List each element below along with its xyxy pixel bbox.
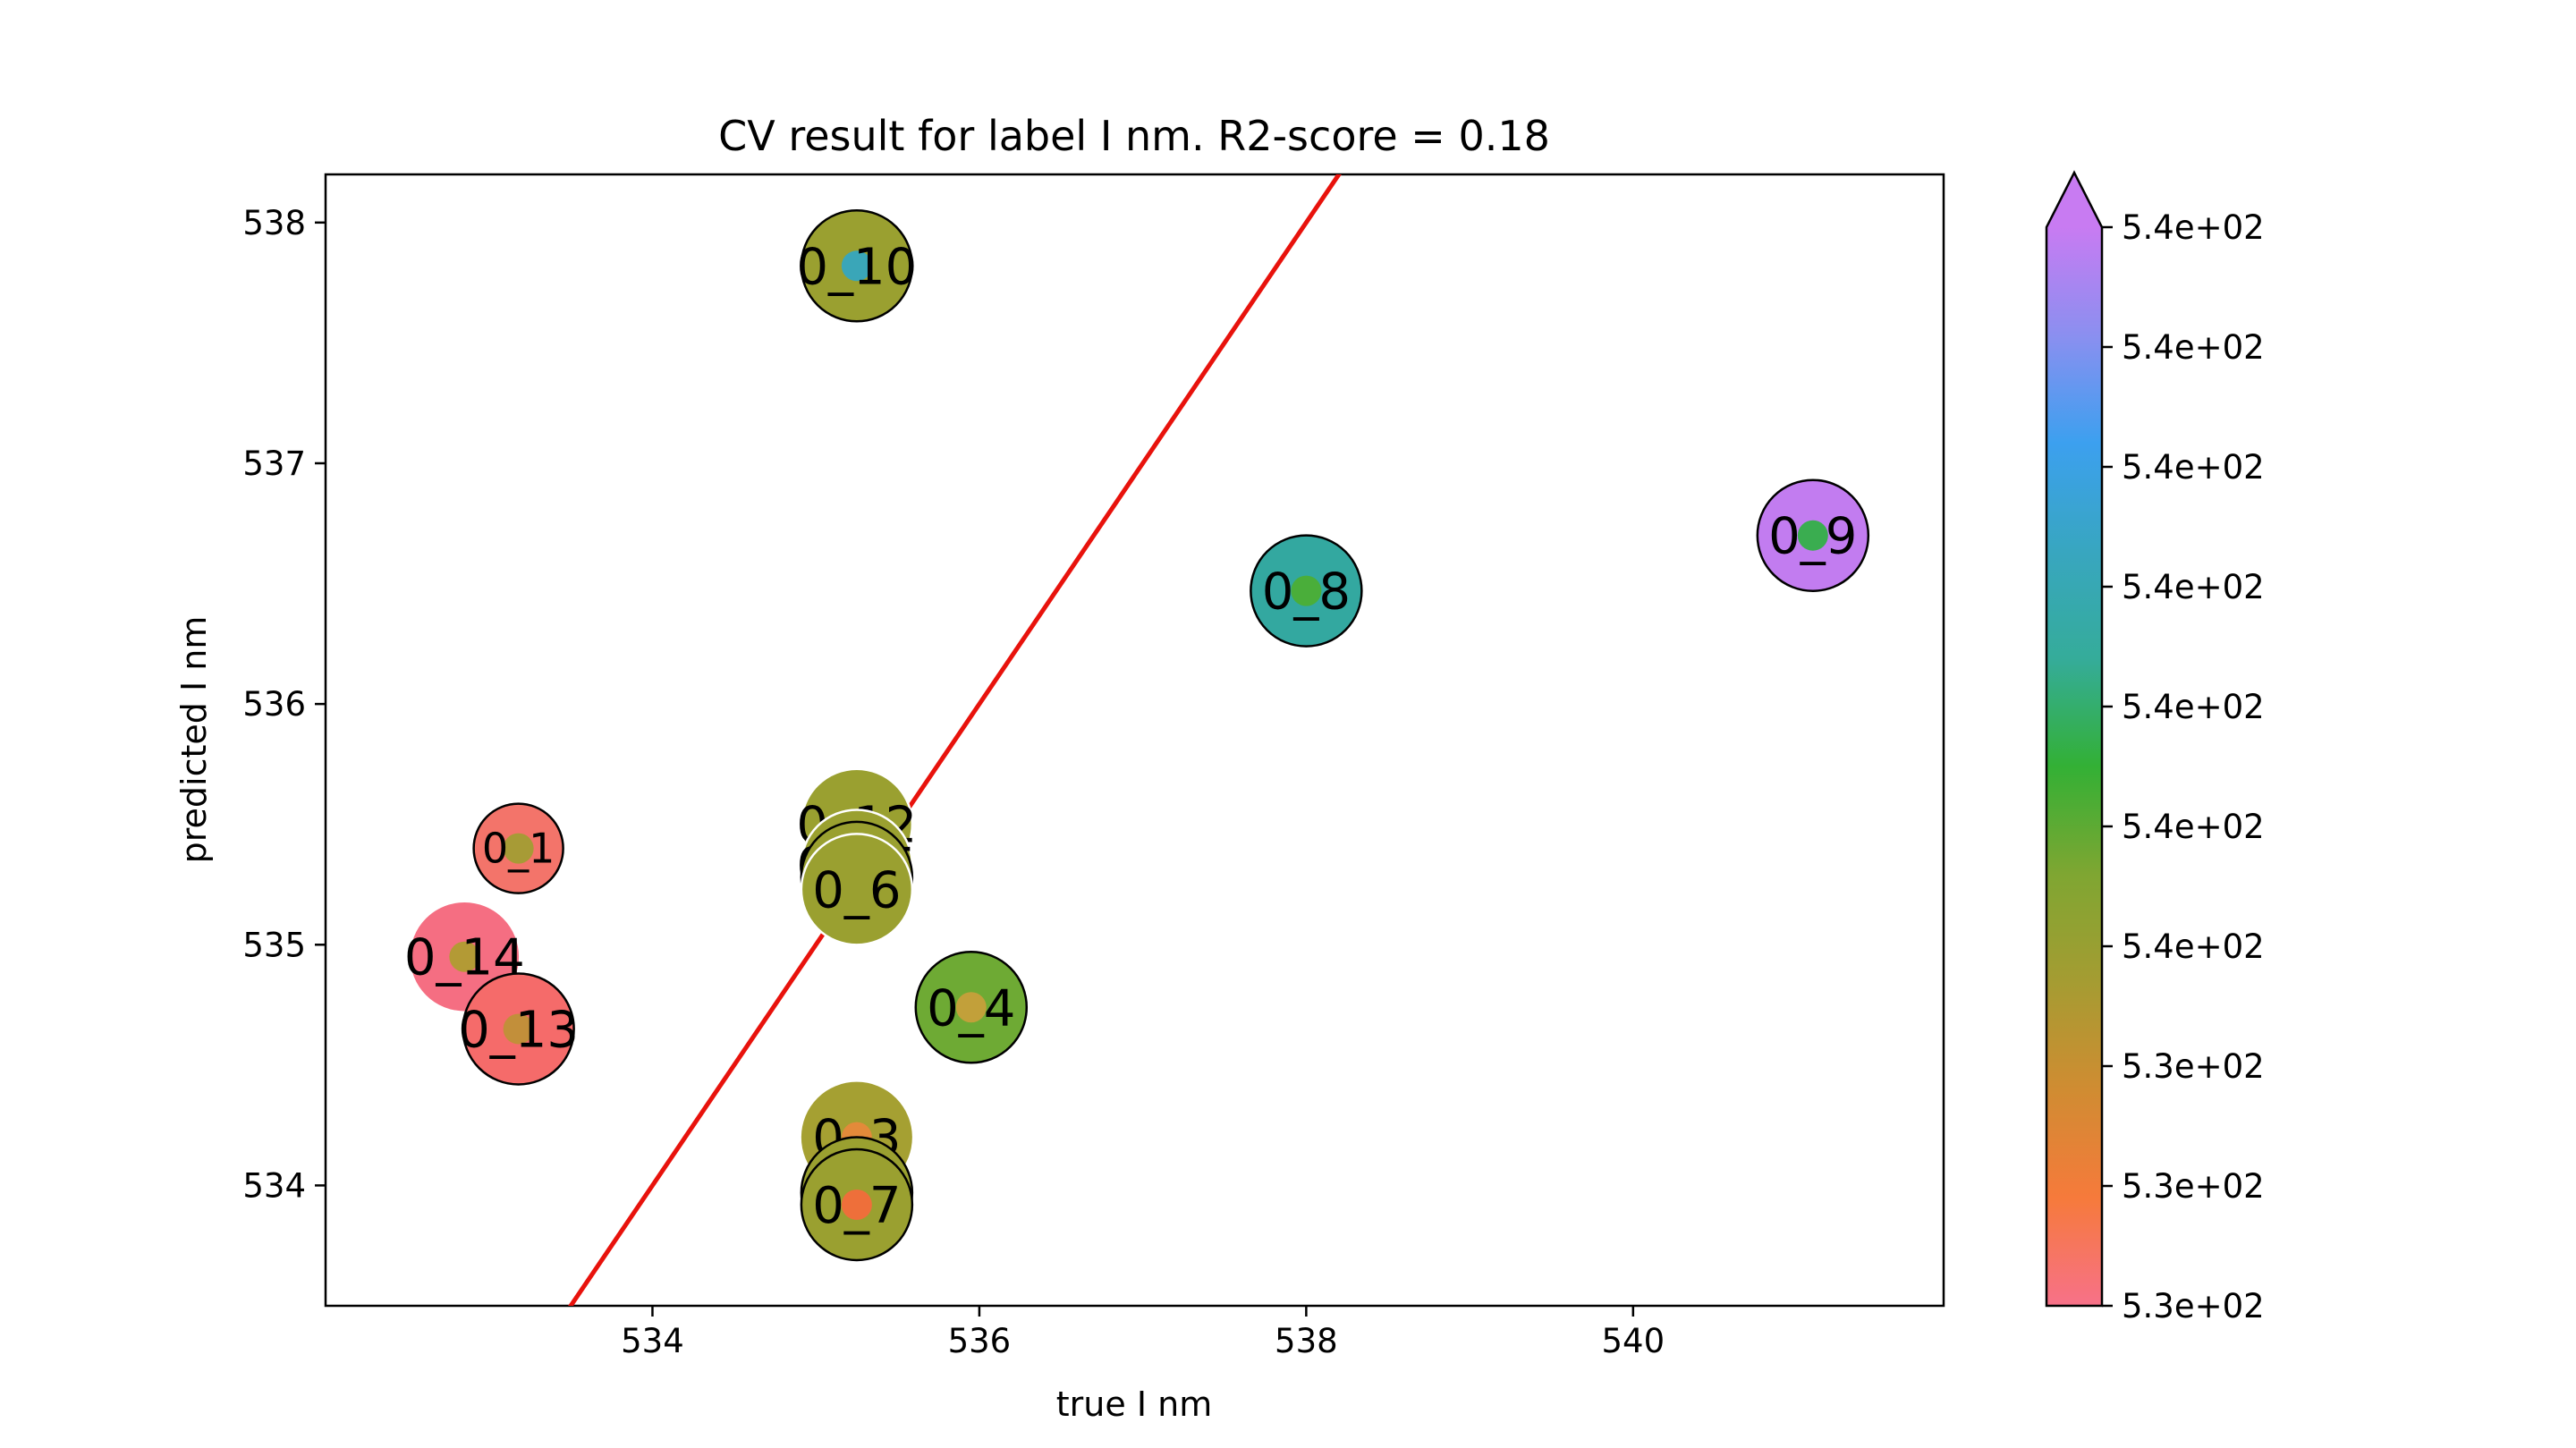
point-inner-marker [841,250,872,282]
y-tick-label: 537 [242,445,306,483]
point-inner-marker [841,1189,872,1220]
point-inner-marker [503,833,534,864]
scatter-point: 0_10 [796,209,917,323]
y-axis-label: predicted I nm [174,616,214,864]
colorbar-tick-label: 5.3e+02 [2122,1287,2265,1325]
scatter-point: 0_9 [1756,478,1870,592]
colorbar-extend-arrow [2046,173,2102,227]
x-tick-label: 538 [1275,1322,1338,1360]
point-inner-marker [955,992,987,1023]
scatter-point: 0_7 [800,1147,914,1262]
y-tick-label: 538 [242,204,306,242]
y-tick-label: 535 [242,926,306,964]
point-label: 0_8 [1262,563,1351,622]
point-label: 0_10 [796,238,917,296]
point-inner-marker [503,1013,534,1045]
point-label: 0_1 [482,825,555,873]
x-axis-label: true I nm [1056,1384,1212,1424]
point-inner-marker [449,941,480,972]
scatter-point: 0_8 [1250,534,1363,648]
point-label: 0_7 [812,1177,901,1235]
point-inner-marker [1291,575,1322,606]
x-tick-label: 534 [621,1322,684,1360]
colorbar: 5.4e+02 5.4e+02 5.4e+02 5.4e+02 5.4e+02 5.4e+… [2045,170,2265,1325]
colorbar-tick-label: 5.4e+02 [2122,568,2265,606]
colorbar-outline [2045,170,2104,1308]
y-tick-label: 536 [242,685,306,724]
colorbar-tick-label: 5.4e+02 [2122,448,2265,487]
point-label: 0_13 [458,1001,579,1059]
colorbar-tick-label: 5.4e+02 [2122,927,2265,966]
point-inner-marker [1797,520,1828,551]
colorbar-tick-label: 5.4e+02 [2122,808,2265,846]
point-label: 0_9 [1768,508,1857,566]
plot-frame [324,173,1945,1308]
colorbar-gradient [2046,227,2102,1306]
colorbar-tick-label: 5.4e+02 [2122,328,2265,367]
scatter-point: 0_4 [914,951,1029,1064]
x-tick-label: 536 [948,1322,1012,1360]
x-tick-label: 540 [1602,1322,1665,1360]
point-label: 0_6 [812,861,901,919]
colorbar-tick-label: 5.4e+02 [2122,688,2265,726]
colorbar-tick-label: 5.3e+02 [2122,1167,2265,1206]
colorbar-tick-label: 5.4e+02 [2122,208,2265,247]
y-tick-label: 534 [242,1166,306,1205]
colorbar-tick-label: 5.3e+02 [2122,1047,2265,1086]
plot-area: 534 536 538 540 534 535 536 537 538 0_10 0_9 0_8 0_… [242,173,1945,1360]
point-inner-marker [841,874,872,905]
chart-title: CV result for label I nm. R2-score = 0.1… [718,112,1550,160]
identity-line [568,174,1342,1306]
scatter-point: 0_13 [458,972,579,1086]
scatter-point: 0_1 [472,802,564,894]
point-label: 0_4 [927,979,1015,1037]
scatter-point: 0_6 [800,833,914,946]
